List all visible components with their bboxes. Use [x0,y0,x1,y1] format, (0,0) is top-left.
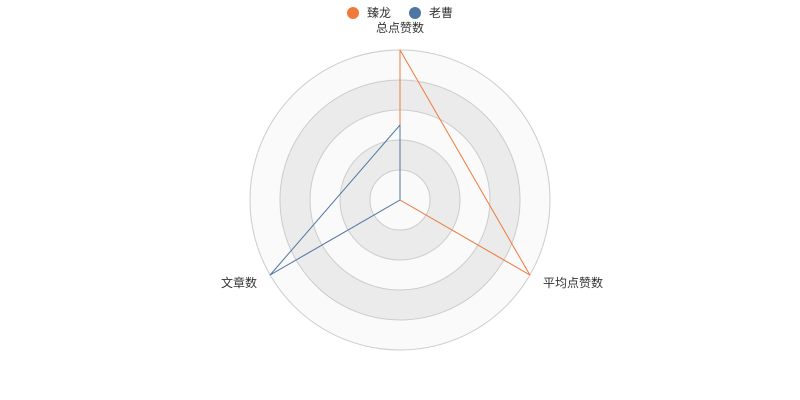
legend-marker-series-1 [346,6,359,19]
legend-item-series-2[interactable]: 老曹 [409,4,453,21]
radar-series [269,49,531,276]
legend: 臻龙 老曹 [0,4,800,21]
radar-indicator-labels: 总点赞数 平均点赞数 文章数 [221,20,603,290]
indicator-label-1: 总点赞数 [376,20,424,35]
legend-item-series-1[interactable]: 臻龙 [346,4,391,21]
series-polygon-2[interactable] [269,124,401,276]
legend-label-series-1: 臻龙 [366,6,391,20]
legend-label-series-2: 老曹 [429,6,454,20]
indicator-label-3: 文章数 [221,275,257,290]
indicator-label-2: 平均点赞数 [543,275,603,290]
legend-marker-series-2 [409,6,421,19]
